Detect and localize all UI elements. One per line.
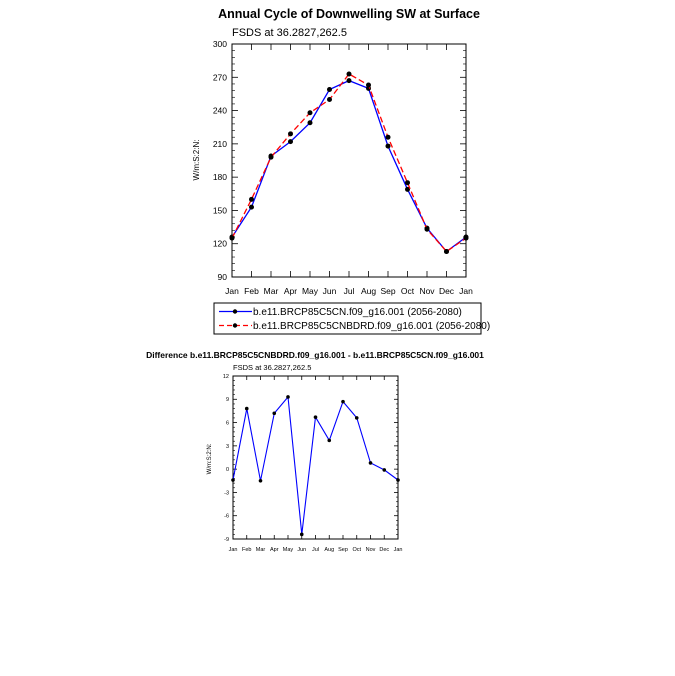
data-point-s1-8 [341,399,345,404]
data-point-s1-5 [327,86,332,92]
data-point-s1-6 [346,78,352,84]
data-point-s2-7 [366,82,371,88]
data-point-s1-12 [396,478,400,482]
y-tick-label: 300 [213,39,227,49]
data-point-s1-11 [382,468,387,472]
y-tick-label: -9 [224,537,229,543]
data-point-s2-12 [463,235,469,241]
x-tick-label: May [302,286,319,296]
x-tick-label: May [283,547,294,553]
data-point-s1-4 [286,395,290,399]
y-tick-label: 3 [226,444,229,450]
x-tick-label: Dec [379,547,389,553]
data-point-s1-9 [354,416,359,420]
x-tick-label: Nov [419,286,435,296]
x-tick-label: Dec [439,286,455,296]
legend: b.e11.BRCP85C5CN.f09_g16.001 (2056-2080)… [213,302,490,335]
x-tick-label: Jun [297,547,306,553]
x-tick-label: Jan [459,286,473,296]
legend-label-2: b.e11.BRCP85C5CNBDRD.f09_g16.001 (2056-2… [253,321,490,332]
data-point-s2-0 [229,235,235,241]
x-tick-label: Oct [401,286,415,296]
x-tick-label: Nov [366,547,376,553]
x-tick-label: Feb [242,547,251,553]
data-point-s1-2 [258,478,263,483]
x-tick-label: Jul [312,547,319,553]
x-tick-label: Jun [323,286,337,296]
y-tick-label: 12 [223,374,229,380]
data-point-s1-5 [299,532,304,537]
chart-subtitle: FSDS at 36.2827,262.5 [232,27,347,39]
y-tick-label: 0 [226,467,229,473]
y-tick-label: 270 [213,72,227,82]
y-tick-label: 90 [218,272,228,282]
data-point-s1-4 [307,120,313,126]
data-point-s2-10 [424,226,430,232]
data-point-s2-4 [307,110,313,116]
x-tick-label: Apr [270,547,279,553]
legend-entry-1: b.e11.BRCP85C5CN.f09_g16.001 (2056-2080) [219,307,462,318]
y-tick-label: -3 [224,490,229,496]
data-point-s2-2 [268,154,274,160]
data-point-s2-3 [288,131,293,137]
plot-frame [232,375,399,540]
y-tick-label: 150 [213,205,227,215]
legend-label-1: b.e11.BRCP85C5CN.f09_g16.001 (2056-2080) [253,307,462,318]
y-tick-label: 9 [226,397,229,403]
data-point-s1-0 [231,478,235,482]
x-tick-label: Mar [256,547,266,553]
y-tick-label: 210 [213,139,227,149]
data-point-s2-1 [249,196,254,202]
legend-box [213,302,482,335]
y-tick-label: 180 [213,172,227,182]
chart-title: Difference b.e11.BRCP85C5CNBDRD.f09_g16.… [146,350,484,360]
chart-title: Annual Cycle of Downwelling SW at Surfac… [218,7,480,21]
axes: 90 120 150 180 210 240 270 300 Jan Feb Mar Apr May Ju… [213,39,473,296]
series-line-2 [231,73,467,253]
data-point-s1-9 [405,186,410,192]
x-tick-label: Sep [338,547,348,553]
y-axis-label: W/m:S:2:N: [207,443,213,474]
y-tick-label: 120 [213,239,227,249]
x-tick-label: Jan [229,547,238,553]
series-group [231,395,400,537]
y-tick-label: 6 [226,420,229,426]
x-tick-label: Apr [284,286,297,296]
data-point-s1-3 [288,139,293,145]
y-tick-label: -6 [224,514,229,520]
y-axis-label: W/m:S:2:N: [192,140,201,181]
data-point-s1-8 [385,143,391,149]
data-point-s2-8 [385,134,391,140]
y-tick-label: 240 [213,106,227,116]
data-point-s1-1 [244,406,249,411]
x-tick-label: Oct [352,547,361,553]
annual-cycle-chart: Annual Cycle of Downwelling SW at Surfac… [192,7,490,335]
x-tick-label: Feb [244,286,259,296]
x-tick-label: Jan [394,547,403,553]
data-point-s1-1 [249,204,254,210]
chart-subtitle: FSDS at 36.2827,262.5 [233,363,311,372]
data-point-s2-9 [405,180,410,186]
legend-entry-2: b.e11.BRCP85C5CNBDRD.f09_g16.001 (2056-2… [219,321,490,332]
data-point-s1-6 [313,415,318,419]
x-tick-label: Sep [380,286,395,296]
x-tick-label: Aug [361,286,376,296]
x-tick-label: Jul [344,286,355,296]
data-point-s1-7 [327,438,332,443]
data-point-s2-5 [327,96,332,102]
data-point-s1-10 [368,461,373,465]
x-tick-label: Jan [225,286,239,296]
x-tick-label: Mar [264,286,279,296]
x-tick-label: Aug [324,547,334,553]
difference-chart: Difference b.e11.BRCP85C5CNBDRD.f09_g16.… [146,350,484,553]
data-point-s2-6 [346,71,352,77]
series-group [229,71,469,254]
data-point-s2-11 [444,248,449,254]
axes: -9 -6 -3 0 3 6 9 12 Jan Feb Mar Apr May Jun Jul Aug Sep O… [223,374,403,553]
data-point-s1-3 [272,411,277,416]
series-line-1 [231,79,467,253]
